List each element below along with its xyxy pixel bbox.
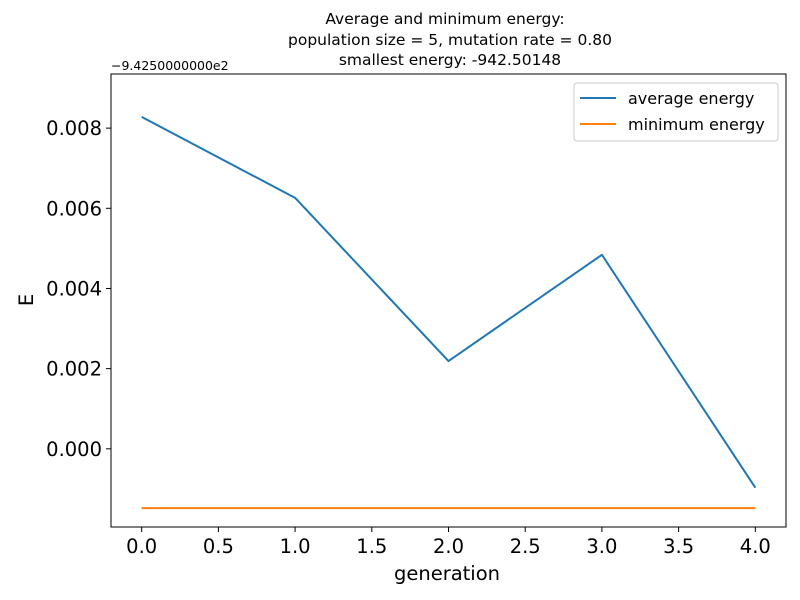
series-lines bbox=[141, 116, 757, 510]
x-tick-label: 2.0 bbox=[433, 535, 464, 558]
x-tick-label: 0.0 bbox=[126, 535, 157, 558]
y-axis-ticks: 0.000 0.002 0.004 0.006 0.008 bbox=[46, 117, 111, 461]
y-offset-label: −9.4250000000e2 bbox=[111, 58, 229, 73]
x-tick-label: 3.5 bbox=[663, 535, 694, 558]
x-tick-label: 1.0 bbox=[280, 535, 311, 558]
chart-title-line-3: smallest energy: -942.50148 bbox=[339, 51, 561, 69]
x-tick-label: 1.5 bbox=[356, 535, 387, 558]
y-tick-label: 0.002 bbox=[46, 358, 102, 381]
x-tick-label: 2.5 bbox=[510, 535, 541, 558]
series-line-average-energy bbox=[141, 116, 757, 489]
x-tick-label: 4.0 bbox=[740, 535, 771, 558]
y-tick-label: 0.000 bbox=[46, 438, 102, 461]
x-tick-label: 0.5 bbox=[203, 535, 234, 558]
legend: average energy minimum energy bbox=[573, 82, 779, 142]
legend-box bbox=[573, 82, 779, 142]
chart-title-line-2: population size = 5, mutation rate = 0.8… bbox=[288, 31, 612, 49]
legend-label-average-energy: average energy bbox=[628, 89, 754, 108]
x-axis-ticks: 0.0 0.5 1.0 1.5 2.0 2.5 3.0 3.5 4.0 bbox=[126, 527, 771, 558]
plot-area: 0.0 0.5 1.0 1.5 2.0 2.5 3.0 3.5 4.0 0.0000.0020.… bbox=[46, 73, 787, 558]
chart-title-line-1: Average and minimum energy: bbox=[325, 10, 564, 28]
y-axis-label: E bbox=[15, 294, 38, 306]
y-tick-label: 0.004 bbox=[46, 277, 102, 300]
x-tick-label: 3.0 bbox=[586, 535, 617, 558]
legend-label-minimum-energy: minimum energy bbox=[628, 115, 765, 134]
plot-frame bbox=[110, 73, 787, 528]
y-tick-label: 0.006 bbox=[46, 197, 102, 220]
y-tick-label: 0.008 bbox=[46, 117, 102, 140]
x-axis-label: generation bbox=[394, 562, 500, 585]
